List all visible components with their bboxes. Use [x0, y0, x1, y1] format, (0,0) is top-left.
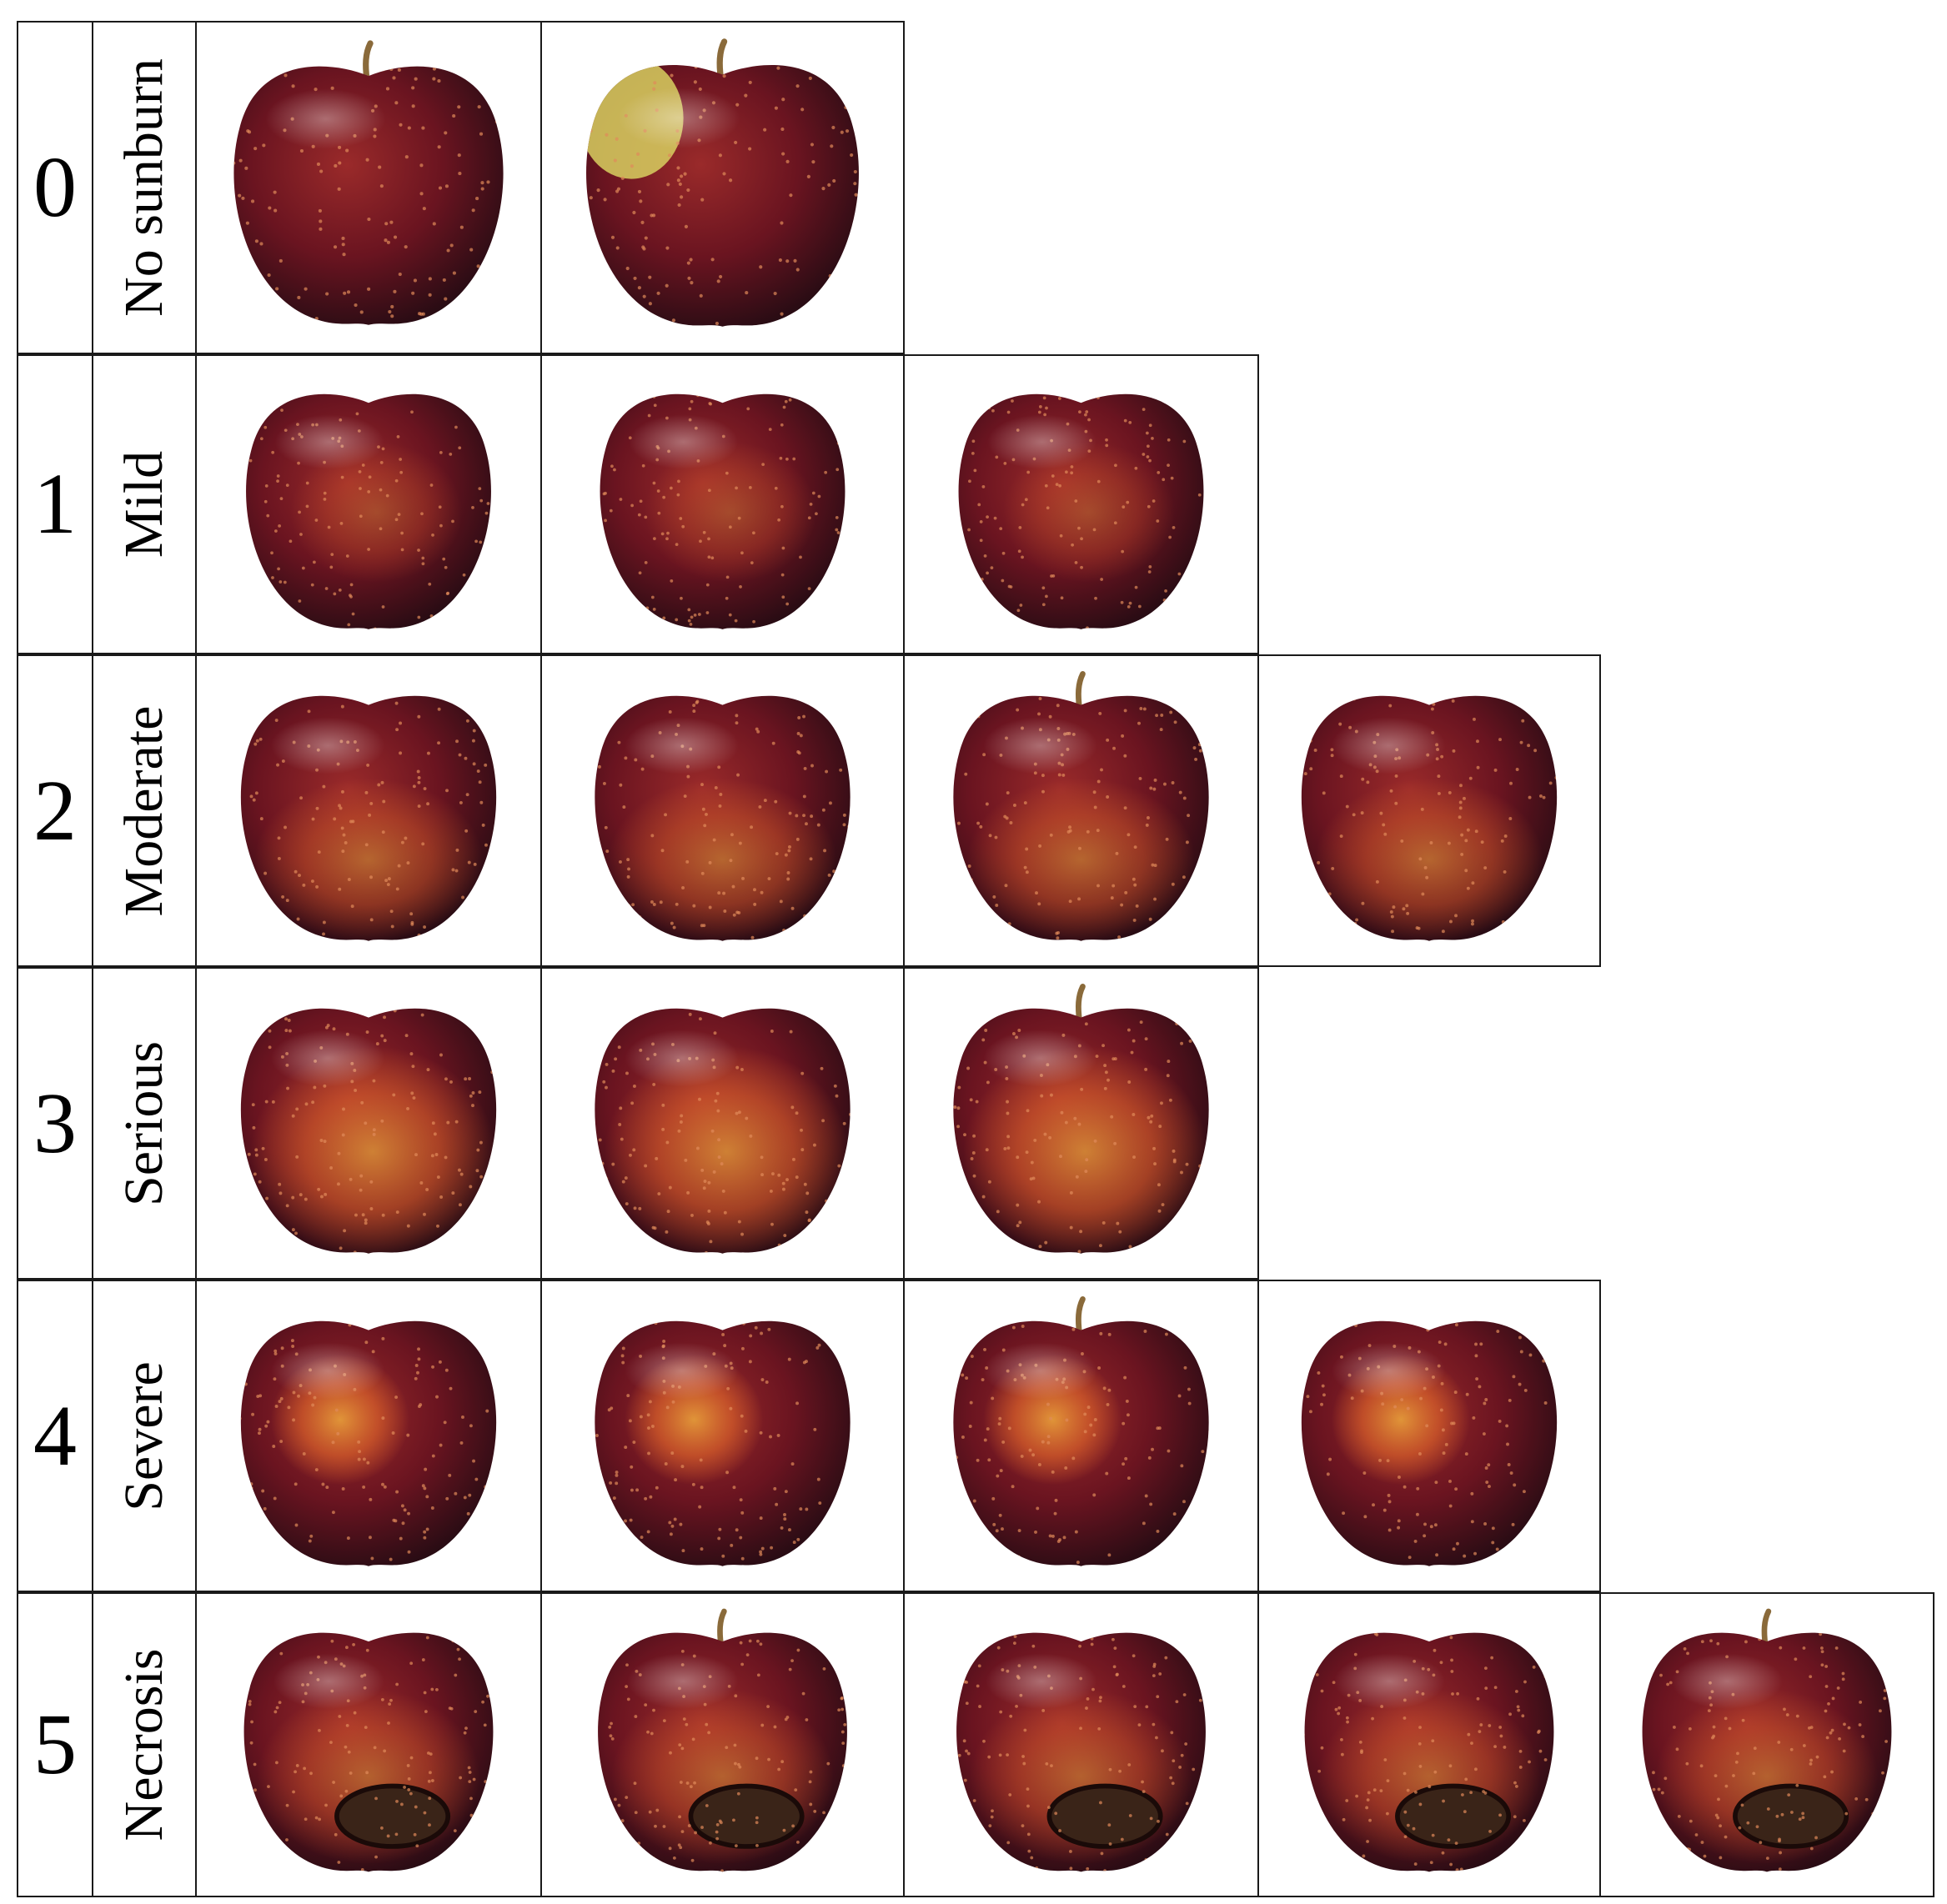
- apple-photo-cell: [195, 354, 542, 654]
- grade-cell: 3: [17, 967, 93, 1280]
- grade-number: 5: [33, 1696, 77, 1792]
- apple-photo-cell: [903, 654, 1259, 967]
- apple-illustration: [953, 1296, 1209, 1566]
- apple-photo-cell: [903, 1280, 1259, 1592]
- apple-photo-cell: [195, 1592, 542, 1897]
- apple-photo-cell: [195, 654, 542, 967]
- apple-photo-cell: [903, 1592, 1259, 1897]
- apple-photo-cell: [540, 21, 905, 354]
- apple-photo-cell: [540, 1592, 905, 1897]
- grade-label: Serious: [113, 1040, 174, 1206]
- grade-label-cell: Severe: [92, 1280, 197, 1592]
- apple-photo-cell: [1599, 1592, 1934, 1897]
- apple-illustration: [243, 1632, 494, 1872]
- grade-number: 1: [33, 456, 77, 552]
- grade-label: No sunburn: [113, 58, 174, 317]
- apple-photo-cell: [903, 967, 1259, 1280]
- apple-photo-cell: [195, 1280, 542, 1592]
- grade-label-cell: Necrosis: [92, 1592, 197, 1897]
- grade-number: 4: [33, 1387, 77, 1484]
- grade-number: 0: [33, 139, 77, 235]
- apple-illustration: [598, 1608, 847, 1872]
- grade-cell: 1: [17, 354, 93, 654]
- grade-cell: 4: [17, 1280, 93, 1592]
- apple-illustration: [958, 393, 1204, 629]
- grade-cell: 2: [17, 654, 93, 967]
- grade-label-cell: Moderate: [92, 654, 197, 967]
- apple-photo-cell: [1257, 654, 1601, 967]
- apple-illustration: [240, 695, 497, 941]
- apple-illustration: [600, 393, 846, 629]
- apple-illustration: [240, 1320, 497, 1566]
- grade-cell: 0: [17, 21, 93, 354]
- apple-photo-cell: [540, 967, 905, 1280]
- grade-label: Moderate: [113, 705, 174, 916]
- apple-illustration: [586, 38, 859, 327]
- grade-number: 3: [33, 1075, 77, 1171]
- apple-illustration: [595, 1320, 851, 1566]
- apple-photo-cell: [540, 354, 905, 654]
- apple-illustration: [233, 40, 504, 325]
- apple-illustration: [1304, 1632, 1554, 1872]
- apple-illustration: [1642, 1608, 1892, 1872]
- apple-illustration: [595, 695, 851, 941]
- apple-illustration: [1301, 695, 1558, 941]
- grade-label-cell: Mild: [92, 354, 197, 654]
- apple-illustration: [1301, 1320, 1558, 1566]
- apple-photo-cell: [1257, 1592, 1601, 1897]
- grade-label: Necrosis: [113, 1648, 174, 1841]
- apple-photo-cell: [903, 354, 1259, 654]
- grade-cell: 5: [17, 1592, 93, 1897]
- apple-photo-cell: [1257, 1280, 1601, 1592]
- apple-photo-cell: [195, 21, 542, 354]
- grade-label: Mild: [113, 450, 174, 559]
- apple-illustration: [956, 1632, 1206, 1872]
- grade-number: 2: [33, 762, 77, 859]
- apple-photo-cell: [540, 654, 905, 967]
- grade-label-cell: Serious: [92, 967, 197, 1280]
- apple-photo-cell: [540, 1280, 905, 1592]
- apple-illustration: [953, 984, 1209, 1254]
- apple-photo-cell: [195, 967, 542, 1280]
- apple-illustration: [246, 393, 491, 629]
- apple-illustration: [953, 671, 1209, 941]
- grade-label-cell: No sunburn: [92, 21, 197, 354]
- apple-illustration: [595, 1008, 851, 1254]
- apple-illustration: [240, 1008, 497, 1254]
- grade-label: Severe: [113, 1360, 174, 1511]
